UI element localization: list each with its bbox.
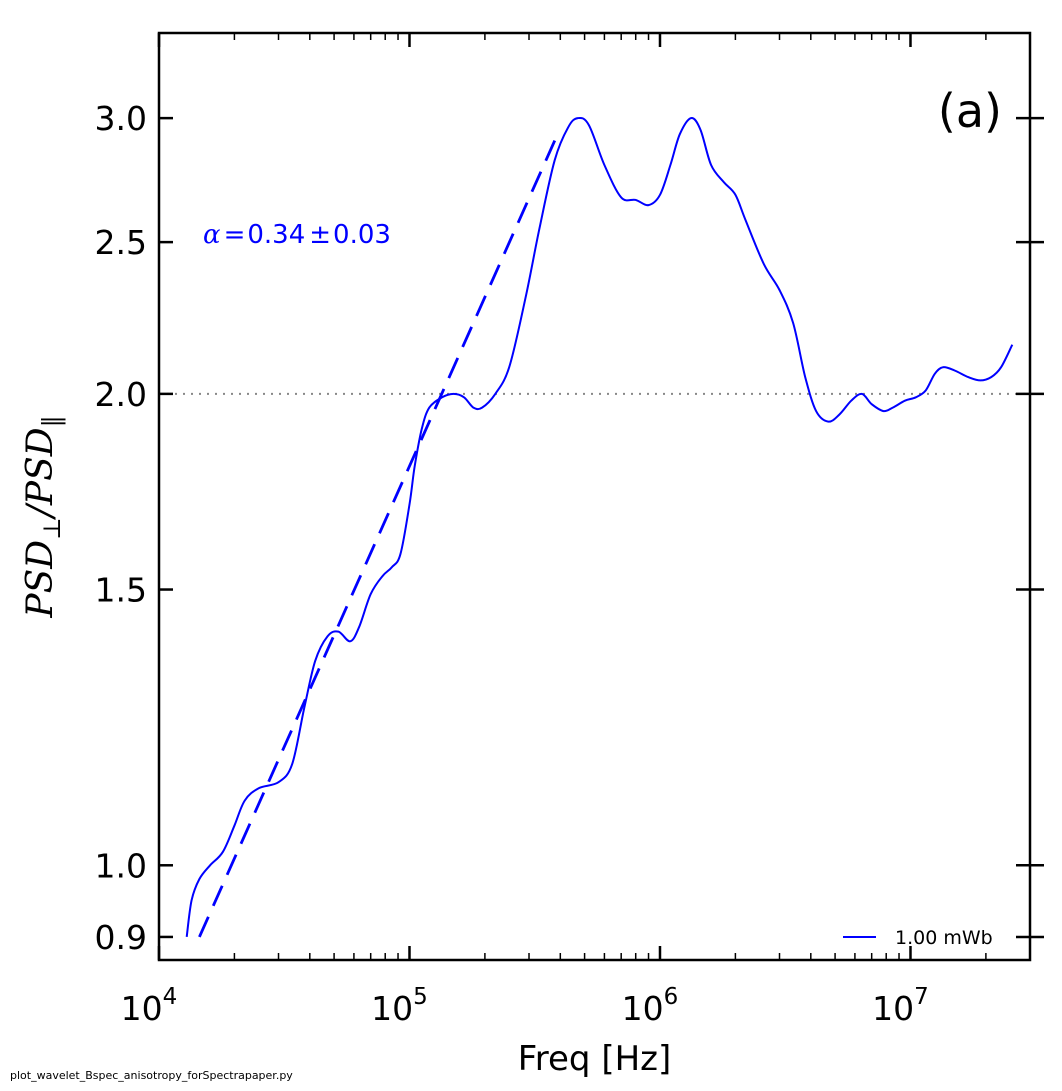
y-tick-label: 2.0 [95, 375, 147, 414]
legend: 1.00 mWb [843, 927, 993, 949]
x-tick-label: 107 [872, 984, 929, 1028]
y-label-sep: / [20, 501, 61, 520]
x-tick-base: 10 [622, 989, 664, 1028]
legend-entry: 1.00 mWb [895, 927, 993, 949]
annot-value: 0.34 [247, 220, 305, 250]
y-label-par-sub: ‖ [38, 415, 67, 427]
annot-eq: = [224, 220, 246, 250]
fit-annotation: α =0.34 ±0.03 [203, 220, 391, 250]
panel-label: (a) [938, 84, 1002, 138]
annot-pm: ± [309, 220, 331, 250]
series-line-data-0 [185, 116, 1014, 938]
y-label-perp-sub: ⊥ [38, 517, 66, 540]
script-footer: plot_wavelet_Bspec_anisotropy_forSpectra… [10, 1069, 293, 1082]
x-tick-label: 106 [622, 984, 679, 1028]
x-tick-exponent: 5 [413, 984, 428, 1010]
x-tick-base: 10 [121, 989, 163, 1028]
y-tick-label: 1.0 [95, 846, 147, 885]
y-axis-label: PSD⊥/PSD‖ [20, 415, 67, 618]
y-tick-label: 3.0 [95, 99, 147, 138]
x-tick-exponent: 7 [914, 984, 929, 1010]
x-axis-label: Freq [Hz] [518, 1039, 672, 1079]
plot-frame [157, 31, 1032, 962]
y-tick-label: 0.9 [95, 918, 147, 957]
series-line-fit [198, 133, 559, 938]
annot-alpha: α [203, 220, 221, 250]
y-tick-label: 1.5 [95, 571, 147, 610]
y-label-psd2: PSD [20, 427, 61, 506]
x-tick-exponent: 6 [664, 984, 679, 1010]
y-tick-label: 2.5 [95, 223, 147, 262]
x-tick-label: 104 [121, 984, 178, 1028]
x-tick-base: 10 [371, 989, 413, 1028]
axis-ticks [157, 33, 1044, 960]
x-tick-exponent: 4 [163, 984, 178, 1010]
y-label-psd: PSD [20, 540, 61, 619]
annot-err: 0.03 [333, 220, 391, 250]
series-layer [185, 116, 1014, 938]
x-tick-label: 105 [371, 984, 428, 1028]
x-tick-base: 10 [872, 989, 914, 1028]
